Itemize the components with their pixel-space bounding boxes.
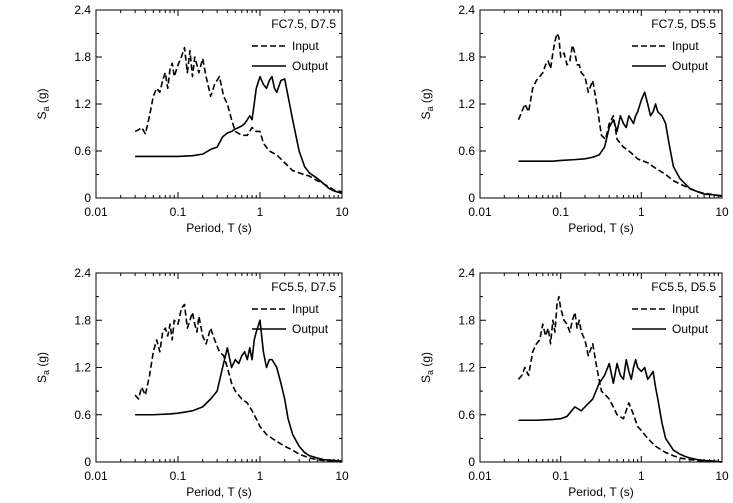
panel-4: 0.01 0.1 1 10 0 0.6 1.2 1.8 2.4 Period, T (s) Sa (… — [419, 266, 729, 499]
x-tick-label: 1 — [257, 205, 264, 219]
y-axis-title-unit: (g) — [35, 88, 49, 106]
x-tick-label: 10 — [715, 205, 729, 219]
panel-title: FC7.5, D5.5 — [651, 17, 716, 31]
y-axis-title-subscript: a — [425, 370, 435, 375]
panel-title: FC7.5, D7.5 — [271, 17, 336, 31]
y-tick-label: 0 — [84, 191, 91, 205]
y-tick-label: 1.8 — [458, 50, 475, 64]
legend-label-output: Output — [292, 322, 329, 336]
x-tick-label: 1 — [638, 469, 645, 483]
panel-2: 0.01 0.1 1 10 0 0.6 1.2 1.8 2.4 Period, T (s) Sa (… — [419, 3, 729, 235]
y-tick-label: 1.8 — [74, 313, 91, 327]
y-tick-label: 0 — [84, 455, 91, 469]
legend-label-output: Output — [672, 322, 709, 336]
y-tick-label: 1.8 — [458, 313, 475, 327]
x-tick-label: 0.1 — [552, 469, 569, 483]
x-tick-label: 1 — [257, 469, 264, 483]
y-tick-label: 1.2 — [74, 97, 91, 111]
y-tick-label: 2.4 — [458, 3, 475, 17]
y-tick-label: 0.6 — [74, 144, 91, 158]
y-axis-title-main: S — [35, 375, 49, 383]
x-tick-label: 0.1 — [170, 469, 187, 483]
y-tick-label: 0.6 — [74, 408, 91, 422]
series-line-output — [518, 358, 723, 463]
series-line-input — [517, 295, 723, 463]
y-tick-label: 2.4 — [74, 3, 91, 17]
y-axis-title-subscript: a — [41, 370, 51, 375]
y-axis-title: Sa (g) — [35, 88, 51, 119]
y-axis-title-unit: (g) — [35, 352, 49, 370]
y-axis-title: Sa (g) — [35, 352, 51, 383]
y-tick-label: 0 — [468, 191, 475, 205]
y-axis-title: Sa (g) — [419, 88, 435, 119]
series-line-input — [517, 32, 723, 198]
y-axis-title-main: S — [419, 112, 433, 120]
y-axis-title-subscript: a — [41, 106, 51, 111]
x-tick-label: 10 — [335, 205, 349, 219]
panel-title: FC5.5, D7.5 — [271, 280, 336, 294]
x-tick-label: 1 — [638, 205, 645, 219]
y-axis-title-main: S — [419, 375, 433, 383]
y-tick-label: 1.2 — [458, 361, 475, 375]
x-axis-title: Period, T (s) — [568, 485, 634, 499]
y-tick-label: 1.2 — [74, 361, 91, 375]
y-axis-title-unit: (g) — [419, 88, 433, 106]
panel-1: 0.01 0.1 1 10 0 0.6 1.2 1.8 2.4 Period, T (s) Sa (… — [35, 3, 349, 235]
legend-label-output: Output — [672, 59, 709, 73]
y-axis-title: Sa (g) — [419, 352, 435, 383]
x-axis-title: Period, T (s) — [186, 485, 252, 499]
x-tick-label: 0.01 — [468, 469, 492, 483]
series-line-output — [518, 91, 723, 197]
legend-label-input: Input — [672, 39, 699, 53]
x-tick-label: 0.01 — [468, 205, 492, 219]
x-tick-label: 0.1 — [170, 205, 187, 219]
legend-label-output: Output — [292, 59, 329, 73]
x-tick-label: 10 — [335, 469, 349, 483]
series-line-output — [135, 75, 343, 195]
x-tick-label: 0.01 — [84, 469, 108, 483]
panel-title: FC5.5, D5.5 — [651, 280, 716, 294]
y-axis-title-unit: (g) — [419, 352, 433, 370]
x-tick-label: 0.1 — [552, 205, 569, 219]
legend-label-input: Input — [292, 302, 319, 316]
y-tick-label: 1.2 — [458, 97, 475, 111]
y-axis-title-main: S — [35, 112, 49, 120]
x-axis-title: Period, T (s) — [186, 221, 252, 235]
y-tick-label: 1.8 — [74, 50, 91, 64]
series-line-input — [134, 303, 343, 463]
x-tick-label: 0.01 — [84, 205, 108, 219]
series-line-input — [134, 46, 343, 193]
panel-3: 0.01 0.1 1 10 0 0.6 1.2 1.8 2.4 Period, T (s) Sa (… — [35, 266, 349, 499]
series-line-output — [135, 319, 343, 463]
x-axis-title: Period, T (s) — [568, 221, 634, 235]
legend-label-input: Input — [672, 302, 699, 316]
y-axis-title-subscript: a — [425, 106, 435, 111]
y-tick-label: 0 — [468, 455, 475, 469]
y-tick-label: 2.4 — [74, 266, 91, 280]
y-tick-label: 2.4 — [458, 266, 475, 280]
y-tick-label: 0.6 — [458, 408, 475, 422]
x-tick-label: 10 — [715, 469, 729, 483]
legend-label-input: Input — [292, 39, 319, 53]
y-tick-label: 0.6 — [458, 144, 475, 158]
